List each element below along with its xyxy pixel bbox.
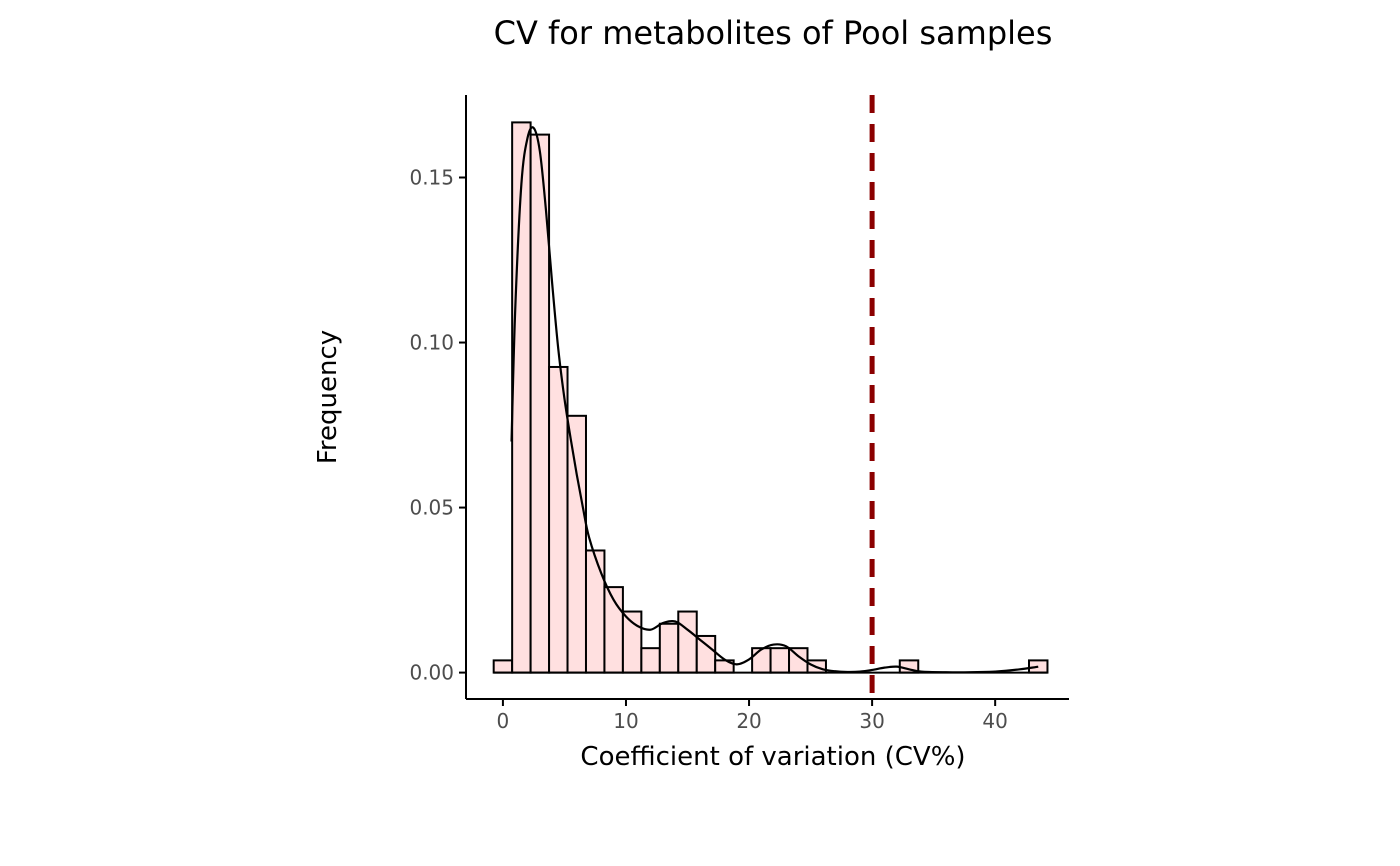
- histogram-bar-11: [695, 634, 717, 674]
- histogram-bar-3: [548, 365, 569, 674]
- x-tick-label: 30: [859, 709, 884, 733]
- histogram-bar-5: [584, 549, 606, 674]
- x-tick-label: 20: [736, 709, 761, 733]
- histogram-bar-4: [566, 414, 587, 674]
- histogram-bars: [492, 121, 1049, 674]
- histogram-bar-7: [621, 610, 643, 674]
- chart-title: CV for metabolites of Pool samples: [494, 14, 1053, 52]
- density-curve: [510, 126, 1039, 674]
- histogram-bar-1: [511, 121, 532, 674]
- y-axis-label: Frequency: [313, 330, 343, 464]
- y-tick-label: 0.10: [409, 331, 454, 355]
- y-axis-ticks: 0.00 0.05 0.10 0.15: [409, 166, 466, 685]
- x-tick-label: 40: [982, 709, 1007, 733]
- histogram-bar-29: [1028, 659, 1049, 674]
- y-tick-label: 0.00: [409, 661, 454, 685]
- histogram-bar-14: [751, 647, 772, 674]
- y-tick-label: 0.15: [409, 166, 454, 190]
- histogram-bar-0: [492, 659, 514, 674]
- x-axis-label: Coefficient of variation (CV%): [580, 742, 965, 772]
- histogram-bar-9: [658, 622, 680, 674]
- histogram-bar-10: [677, 610, 698, 674]
- x-axis-ticks: 0 10 20 30 40: [497, 699, 1008, 733]
- histogram-bar-15: [769, 647, 791, 674]
- histogram-bar-8: [640, 647, 661, 674]
- x-tick-label: 10: [613, 709, 638, 733]
- y-tick-label: 0.05: [409, 496, 454, 520]
- x-tick-label: 0: [497, 709, 510, 733]
